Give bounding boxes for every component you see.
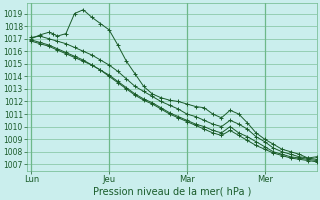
X-axis label: Pression niveau de la mer( hPa ): Pression niveau de la mer( hPa ) — [92, 187, 251, 197]
